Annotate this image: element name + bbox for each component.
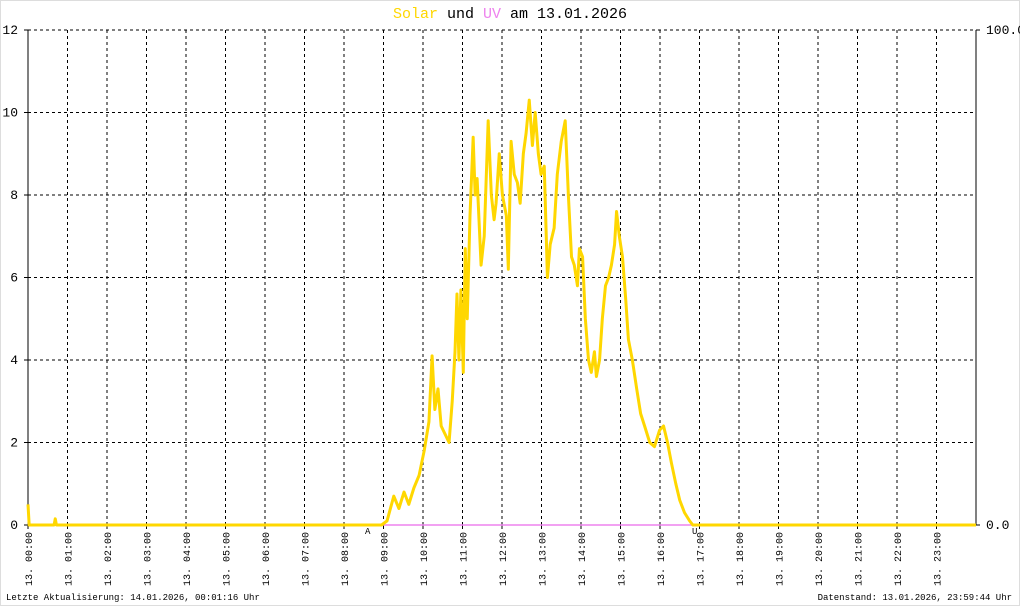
x-tick-label: 13. 19:00 bbox=[776, 532, 787, 586]
x-tick-label: 13. 16:00 bbox=[657, 532, 668, 586]
title-part: am 13.01.2026 bbox=[510, 6, 627, 23]
x-tick-label: 13. 23:00 bbox=[934, 532, 945, 586]
x-tick-label: 13. 17:00 bbox=[697, 532, 708, 586]
y-tick-label: 2 bbox=[10, 436, 18, 451]
x-tick-label: 13. 03:00 bbox=[144, 532, 155, 586]
x-tick-label: 13. 00:00 bbox=[25, 532, 36, 586]
chart-title: Solar und UV am 13.01.2026 bbox=[393, 6, 627, 23]
x-tick-label: 13. 04:00 bbox=[183, 532, 194, 586]
x-tick-label: 13. 21:00 bbox=[855, 532, 866, 586]
x-tick-label: 13. 15:00 bbox=[618, 532, 629, 586]
x-tick-label: 13. 10:00 bbox=[420, 532, 431, 586]
y2-tick-label: 0.0 bbox=[986, 518, 1009, 533]
x-tick-label: 13. 07:00 bbox=[302, 532, 313, 586]
x-tick-label: 13. 08:00 bbox=[341, 532, 352, 586]
title-part: Solar bbox=[393, 6, 438, 23]
y-tick-label: 8 bbox=[10, 188, 18, 203]
y-tick-label: 4 bbox=[10, 353, 18, 368]
footer-right: Datenstand: 13.01.2026, 23:59:44 Uhr bbox=[818, 593, 1012, 603]
y-tick-label: 12 bbox=[2, 23, 18, 38]
y-tick-label: 0 bbox=[10, 518, 18, 533]
x-tick-label: 13. 02:00 bbox=[104, 532, 115, 586]
annotation: A bbox=[365, 527, 371, 537]
x-tick-label: 13. 20:00 bbox=[815, 532, 826, 586]
x-tick-label: 13. 22:00 bbox=[894, 532, 905, 586]
x-tick-label: 13. 06:00 bbox=[262, 532, 273, 586]
annotation: U bbox=[692, 527, 697, 537]
x-tick-label: 13. 12:00 bbox=[499, 532, 510, 586]
series-line bbox=[26, 98, 976, 527]
x-tick-label: 13. 09:00 bbox=[381, 532, 392, 586]
y-tick-label: 6 bbox=[10, 271, 18, 286]
y2-tick-label: 100.0 bbox=[986, 23, 1020, 38]
x-tick-label: 13. 14:00 bbox=[578, 532, 589, 586]
x-tick-label: 13. 05:00 bbox=[223, 532, 234, 586]
x-tick-label: 13. 13:00 bbox=[539, 532, 550, 586]
x-tick-label: 13. 18:00 bbox=[736, 532, 747, 586]
x-tick-label: 13. 11:00 bbox=[460, 532, 471, 586]
footer-left: Letzte Aktualisierung: 14.01.2026, 00:01… bbox=[6, 593, 260, 603]
title-part: und bbox=[447, 6, 474, 23]
title-part: UV bbox=[483, 6, 501, 23]
y-tick-label: 10 bbox=[2, 106, 18, 121]
x-tick-label: 13. 01:00 bbox=[65, 532, 76, 586]
